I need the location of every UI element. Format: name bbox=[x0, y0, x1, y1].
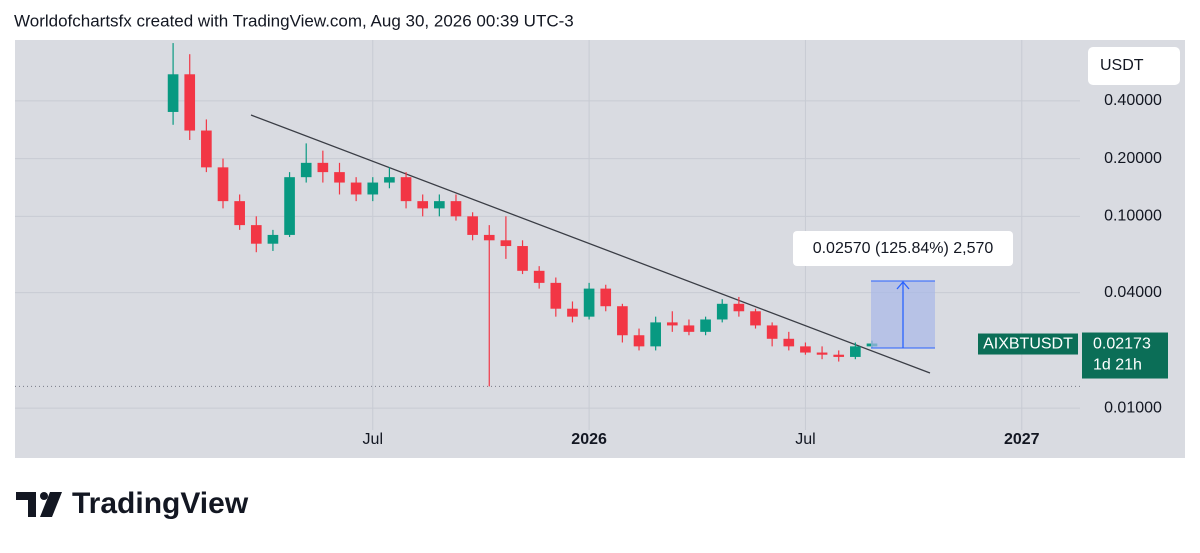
y-tick-label: 0.04000 bbox=[1104, 284, 1162, 301]
measure-label: 0.02570 (125.84%) 2,570 bbox=[813, 240, 994, 257]
currency: USDT bbox=[1100, 57, 1144, 74]
candle-body bbox=[666, 322, 678, 326]
candle-body bbox=[550, 282, 562, 309]
y-tick-label: 0.10000 bbox=[1104, 208, 1162, 225]
y-tick-label: 0.20000 bbox=[1104, 150, 1162, 167]
last-price: 0.02173 bbox=[1093, 336, 1151, 353]
candle-body bbox=[833, 354, 845, 357]
candle-body bbox=[284, 177, 295, 235]
candle-body bbox=[367, 182, 379, 195]
candle-body bbox=[250, 225, 262, 244]
candle-body bbox=[450, 201, 462, 217]
candle-body bbox=[700, 319, 711, 332]
candle-body bbox=[783, 338, 795, 347]
candle-body bbox=[184, 74, 196, 131]
candle-body bbox=[567, 308, 578, 317]
candle-body bbox=[234, 201, 245, 226]
candle-body bbox=[683, 325, 695, 332]
candles bbox=[167, 43, 878, 387]
header: Worldofchartsfx created with TradingView… bbox=[14, 11, 574, 30]
candle-body bbox=[483, 234, 495, 241]
candle-body bbox=[533, 270, 545, 283]
candle-body bbox=[800, 346, 811, 353]
y-tick-label: 0.40000 bbox=[1104, 92, 1162, 109]
logo-dot bbox=[40, 492, 48, 500]
symbol-box bbox=[978, 333, 1078, 355]
logo: TradingView bbox=[16, 487, 249, 520]
candle-body bbox=[583, 288, 595, 317]
symbol: AIXBTUSDT bbox=[983, 336, 1073, 353]
candle-body bbox=[350, 182, 362, 195]
candle-body bbox=[633, 335, 645, 347]
countdown: 1d 21h bbox=[1093, 357, 1142, 374]
candle-body bbox=[400, 177, 412, 202]
x-tick-label: 2027 bbox=[1004, 431, 1040, 448]
candle-body bbox=[384, 177, 395, 183]
y-tick-label: 0.01000 bbox=[1104, 399, 1162, 416]
logo-mark bbox=[16, 492, 36, 517]
candle-body bbox=[167, 74, 179, 112]
trendline bbox=[250, 114, 931, 374]
measure-label-box bbox=[793, 231, 1013, 266]
candle-body bbox=[334, 172, 345, 183]
candle-body bbox=[300, 162, 312, 178]
x-tick-label: 2026 bbox=[571, 431, 607, 448]
logo-slash bbox=[40, 492, 62, 517]
measure-arrowhead bbox=[896, 281, 910, 290]
candle-body bbox=[317, 162, 329, 173]
candle-body bbox=[766, 325, 778, 339]
candle-body bbox=[816, 352, 828, 355]
candle-body bbox=[617, 306, 628, 336]
price-box bbox=[1082, 332, 1168, 379]
candle-body bbox=[467, 216, 478, 235]
candle-body bbox=[517, 246, 528, 271]
candle-body bbox=[201, 130, 212, 168]
brand: TradingView bbox=[72, 487, 249, 520]
candle-body bbox=[434, 201, 445, 209]
candle-body bbox=[500, 240, 512, 247]
candle-body bbox=[417, 201, 429, 209]
candle-body bbox=[716, 303, 728, 320]
candle-body bbox=[733, 303, 745, 312]
candle-body bbox=[600, 288, 612, 307]
price-tag: AIXBTUSDT 0.02173 1d 21h bbox=[978, 332, 1168, 379]
candle-body bbox=[850, 346, 861, 357]
candle-body bbox=[650, 322, 661, 347]
x-tick-label: Jul bbox=[795, 431, 815, 448]
currency-box bbox=[1088, 47, 1180, 85]
candle-body bbox=[750, 311, 761, 326]
candle-body bbox=[217, 167, 229, 202]
candle-body bbox=[267, 234, 279, 244]
x-tick-label: Jul bbox=[363, 431, 383, 448]
